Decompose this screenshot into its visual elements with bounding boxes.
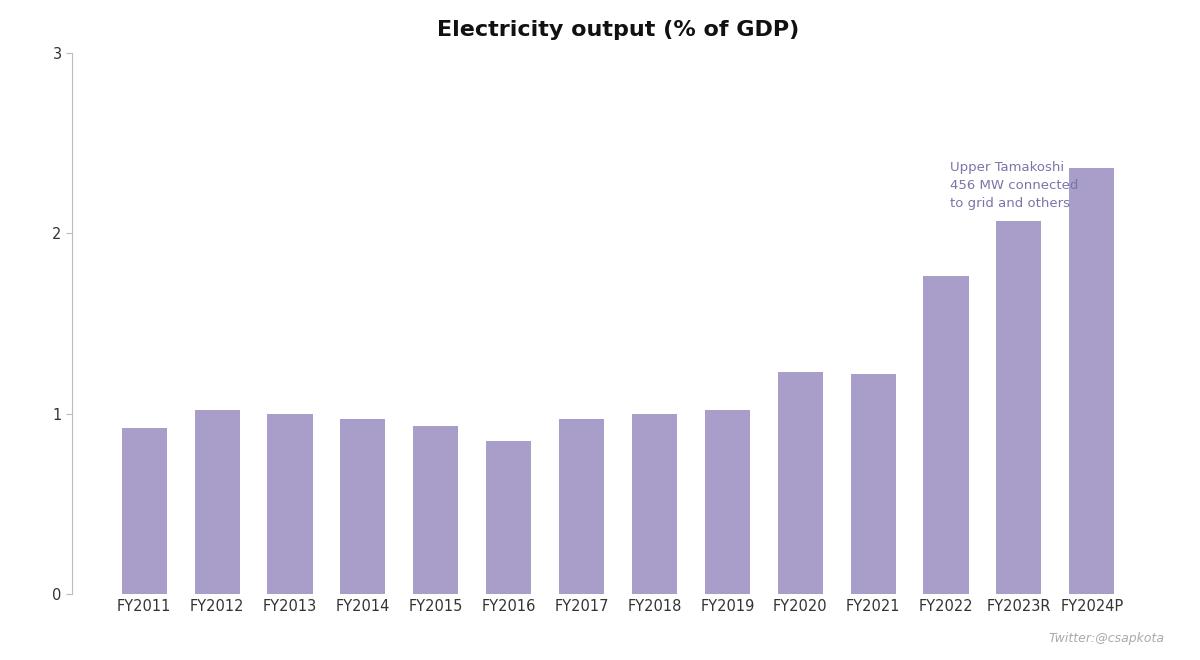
Bar [851,374,895,594]
Bar [923,277,968,594]
Bar [486,441,532,594]
Text: Upper Tamakoshi
456 MW connected
to grid and others: Upper Tamakoshi 456 MW connected to grid… [949,161,1078,210]
Bar [996,220,1042,594]
Bar [1069,168,1115,594]
Bar [632,414,677,594]
Bar [413,426,458,594]
Bar [268,414,313,594]
Bar [704,410,750,594]
Bar [778,372,823,594]
Bar [341,419,385,594]
Bar [194,410,240,594]
Text: Twitter:@csapkota: Twitter:@csapkota [1048,632,1164,645]
Bar [559,419,604,594]
Bar [121,428,167,594]
Title: Electricity output (% of GDP): Electricity output (% of GDP) [437,20,799,40]
